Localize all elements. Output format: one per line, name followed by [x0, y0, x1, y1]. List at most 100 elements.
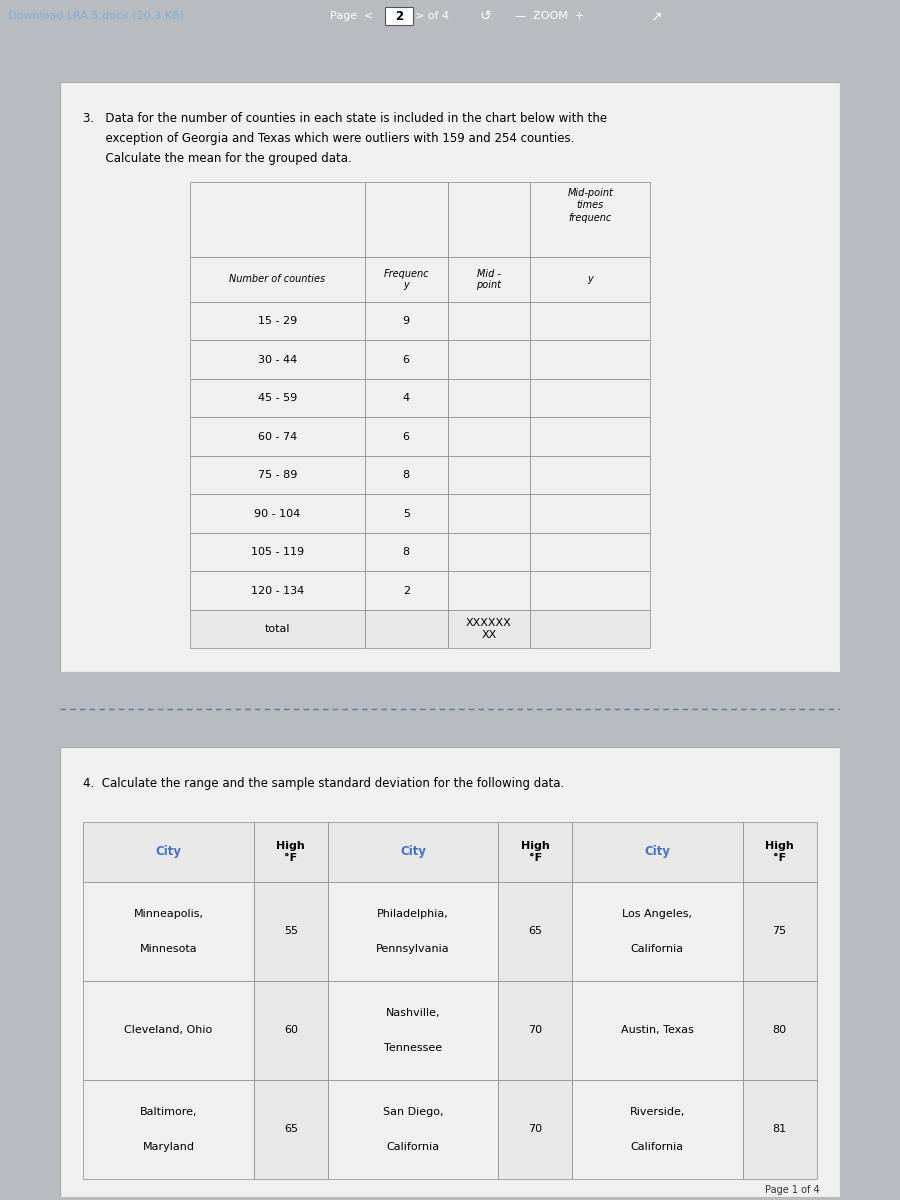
FancyBboxPatch shape — [498, 882, 572, 980]
Text: Frequenc
y: Frequenc y — [383, 269, 429, 290]
FancyBboxPatch shape — [364, 379, 447, 418]
FancyBboxPatch shape — [447, 341, 530, 379]
Text: Nashville,: Nashville, — [386, 1008, 440, 1018]
FancyBboxPatch shape — [572, 1080, 742, 1178]
Text: San Diego,: San Diego, — [382, 1106, 443, 1117]
FancyBboxPatch shape — [742, 882, 816, 980]
FancyBboxPatch shape — [328, 882, 498, 980]
Text: California: California — [631, 1142, 684, 1152]
Text: 65: 65 — [528, 926, 542, 936]
FancyBboxPatch shape — [447, 571, 530, 610]
FancyBboxPatch shape — [364, 302, 447, 341]
Text: 2: 2 — [402, 586, 410, 595]
FancyBboxPatch shape — [447, 610, 530, 648]
FancyBboxPatch shape — [447, 494, 530, 533]
Text: 4.  Calculate the range and the sample standard deviation for the following data: 4. Calculate the range and the sample st… — [84, 778, 564, 790]
FancyBboxPatch shape — [60, 82, 840, 672]
Text: 6: 6 — [402, 432, 410, 442]
Text: Download LRA 5.docx (20.3 KB): Download LRA 5.docx (20.3 KB) — [8, 11, 184, 20]
FancyBboxPatch shape — [742, 822, 816, 882]
Text: Tennessee: Tennessee — [384, 1043, 442, 1054]
FancyBboxPatch shape — [530, 302, 650, 341]
FancyBboxPatch shape — [364, 494, 447, 533]
Text: Mid -
point: Mid - point — [476, 269, 501, 290]
FancyBboxPatch shape — [447, 257, 530, 302]
FancyBboxPatch shape — [572, 980, 742, 1080]
Text: ↗: ↗ — [650, 8, 662, 23]
FancyBboxPatch shape — [385, 7, 413, 25]
Text: Minnesota: Minnesota — [140, 944, 197, 954]
Text: 5: 5 — [402, 509, 410, 518]
Text: Page 1 of 4: Page 1 of 4 — [765, 1186, 819, 1195]
FancyBboxPatch shape — [364, 418, 447, 456]
Text: City: City — [156, 846, 182, 858]
Text: Riverside,: Riverside, — [630, 1106, 685, 1117]
FancyBboxPatch shape — [84, 980, 254, 1080]
Text: Minneapolis,: Minneapolis, — [133, 908, 203, 919]
Text: Cleveland, Ohio: Cleveland, Ohio — [124, 1026, 212, 1036]
FancyBboxPatch shape — [190, 379, 364, 418]
FancyBboxPatch shape — [190, 571, 364, 610]
Text: High
°F: High °F — [276, 841, 305, 863]
Text: California: California — [631, 944, 684, 954]
Text: City: City — [400, 846, 426, 858]
Text: Pennsylvania: Pennsylvania — [376, 944, 450, 954]
FancyBboxPatch shape — [254, 822, 328, 882]
Text: 4: 4 — [402, 394, 410, 403]
Text: exception of Georgia and Texas which were outliers with 159 and 254 counties.: exception of Georgia and Texas which wer… — [84, 132, 575, 145]
Text: Number of counties: Number of counties — [230, 275, 326, 284]
Text: 6: 6 — [402, 355, 410, 365]
FancyBboxPatch shape — [190, 341, 364, 379]
FancyBboxPatch shape — [498, 822, 572, 882]
Text: 80: 80 — [772, 1026, 787, 1036]
Text: Austin, Texas: Austin, Texas — [621, 1026, 694, 1036]
FancyBboxPatch shape — [190, 257, 364, 302]
FancyBboxPatch shape — [364, 533, 447, 571]
FancyBboxPatch shape — [190, 456, 364, 494]
FancyBboxPatch shape — [190, 533, 364, 571]
FancyBboxPatch shape — [447, 456, 530, 494]
Text: City: City — [644, 846, 670, 858]
FancyBboxPatch shape — [530, 341, 650, 379]
Text: 45 - 59: 45 - 59 — [257, 394, 297, 403]
FancyBboxPatch shape — [530, 379, 650, 418]
Text: 75 - 89: 75 - 89 — [257, 470, 297, 480]
FancyBboxPatch shape — [60, 746, 840, 1196]
FancyBboxPatch shape — [498, 980, 572, 1080]
FancyBboxPatch shape — [328, 822, 498, 882]
FancyBboxPatch shape — [254, 980, 328, 1080]
FancyBboxPatch shape — [530, 456, 650, 494]
FancyBboxPatch shape — [190, 610, 364, 648]
Text: ↺: ↺ — [480, 8, 491, 23]
Text: 8: 8 — [402, 470, 410, 480]
Text: 55: 55 — [284, 926, 298, 936]
Text: 105 - 119: 105 - 119 — [251, 547, 304, 557]
FancyBboxPatch shape — [742, 980, 816, 1080]
FancyBboxPatch shape — [84, 822, 254, 882]
FancyBboxPatch shape — [190, 418, 364, 456]
FancyBboxPatch shape — [254, 882, 328, 980]
FancyBboxPatch shape — [572, 882, 742, 980]
Text: Philadelphia,: Philadelphia, — [377, 908, 449, 919]
Text: 3.   Data for the number of counties in each state is included in the chart belo: 3. Data for the number of counties in ea… — [84, 112, 608, 125]
Text: Maryland: Maryland — [142, 1142, 194, 1152]
FancyBboxPatch shape — [447, 533, 530, 571]
Text: > of 4: > of 4 — [415, 11, 449, 20]
Text: 120 - 134: 120 - 134 — [251, 586, 304, 595]
Text: 90 - 104: 90 - 104 — [255, 509, 301, 518]
Text: —  ZOOM  +: — ZOOM + — [515, 11, 584, 20]
Text: 9: 9 — [402, 317, 410, 326]
Text: y: y — [588, 275, 593, 284]
Text: 60 - 74: 60 - 74 — [257, 432, 297, 442]
FancyBboxPatch shape — [530, 494, 650, 533]
FancyBboxPatch shape — [498, 1080, 572, 1178]
Text: California: California — [386, 1142, 439, 1152]
FancyBboxPatch shape — [364, 456, 447, 494]
FancyBboxPatch shape — [447, 302, 530, 341]
FancyBboxPatch shape — [742, 1080, 816, 1178]
Text: High
°F: High °F — [521, 841, 550, 863]
FancyBboxPatch shape — [530, 182, 650, 257]
FancyBboxPatch shape — [364, 341, 447, 379]
FancyBboxPatch shape — [254, 1080, 328, 1178]
Text: XX: XX — [482, 630, 497, 640]
